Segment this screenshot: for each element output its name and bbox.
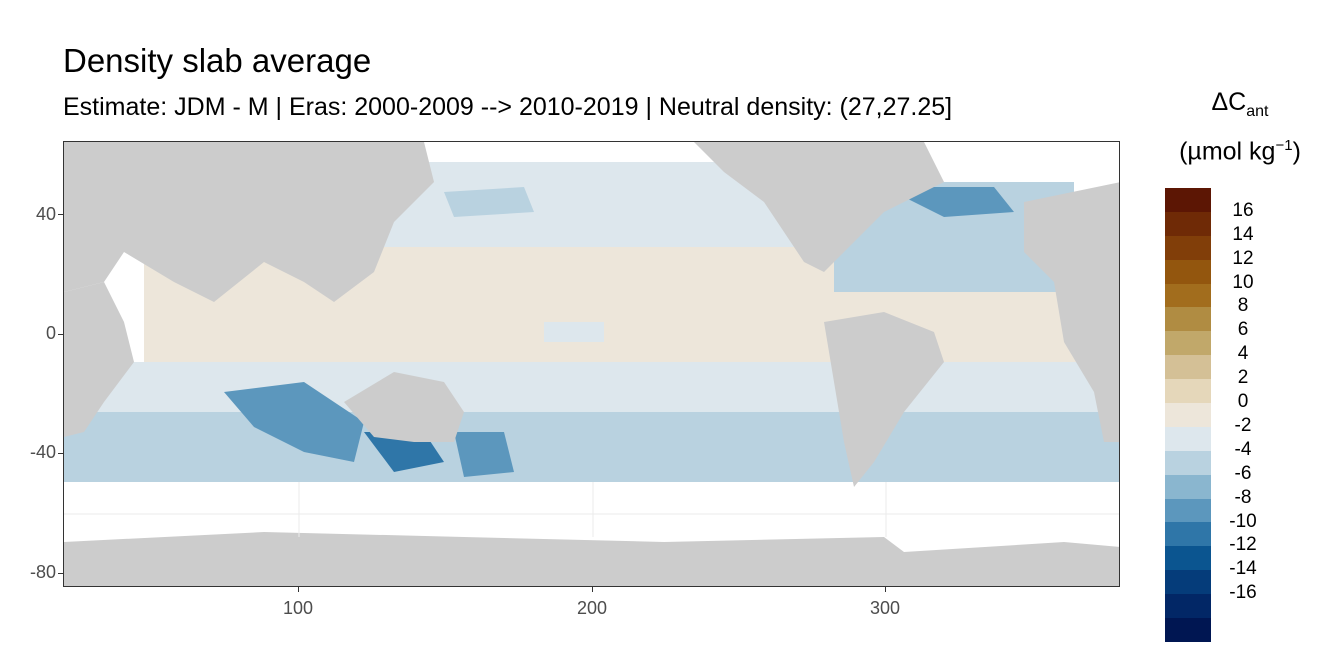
legend-swatch	[1165, 426, 1211, 451]
ocean-pacific-southwest-patch	[454, 432, 514, 477]
chart-title: Density slab average	[63, 42, 372, 79]
legend-label: -6	[1234, 462, 1252, 484]
legend-label: 16	[1232, 199, 1254, 221]
map-svg	[64, 142, 1119, 586]
legend-label: 6	[1237, 319, 1249, 341]
ocean-indian-negative-core	[224, 382, 364, 462]
legend-swatch	[1165, 355, 1211, 380]
legend-unit-sup: −1	[1275, 137, 1293, 154]
legend-swatch	[1165, 570, 1211, 595]
chart-subtitle: Estimate: JDM - M | Eras: 2000-2009 --> …	[63, 93, 953, 121]
land-masses	[64, 142, 1119, 586]
legend-label: 8	[1237, 295, 1249, 317]
legend-swatch	[1165, 403, 1211, 427]
legend-swatch	[1165, 188, 1211, 212]
legend-unit-open: (µmol kg	[1179, 137, 1276, 166]
legend-label: -14	[1229, 558, 1257, 580]
legend-label: -8	[1234, 486, 1252, 508]
legend-swatch	[1165, 474, 1211, 499]
legend-label: -4	[1234, 438, 1252, 460]
x-tick-mark-100	[298, 587, 299, 592]
legend-label: -10	[1229, 510, 1257, 532]
legend-swatch	[1165, 546, 1211, 571]
legend-swatch	[1165, 259, 1211, 284]
legend-swatch	[1165, 498, 1211, 523]
legend-label: 14	[1232, 223, 1254, 245]
y-tick-label-0: 0	[45, 323, 56, 343]
land-eurasia	[64, 142, 434, 302]
land-antarctica	[64, 532, 1119, 586]
land-africa	[64, 282, 134, 437]
y-tick-mark-minus40	[58, 453, 63, 454]
x-tick-mark-200	[592, 587, 593, 592]
legend-label: -16	[1229, 582, 1257, 604]
legend-swatch	[1165, 307, 1211, 332]
legend-swatch	[1165, 450, 1211, 475]
legend-label: 2	[1237, 367, 1249, 389]
y-tick-mark-0	[58, 334, 63, 335]
ocean-southern-deep	[64, 412, 1119, 482]
y-tick-label-40: 40	[35, 204, 56, 224]
map-panel	[63, 141, 1120, 587]
y-tick-label-minus40: -40	[29, 442, 56, 462]
legend-swatch	[1165, 522, 1211, 547]
legend-unit-close: )	[1292, 137, 1301, 166]
legend-colorbar	[1165, 188, 1211, 642]
ocean-north-pacific-patch	[444, 187, 534, 217]
legend-swatch	[1165, 594, 1211, 619]
legend-label: -2	[1234, 414, 1252, 436]
legend-unit: (µmol kg−1)	[1150, 137, 1330, 166]
ocean-field	[64, 162, 1119, 482]
legend-swatch	[1165, 331, 1211, 356]
legend-label: 12	[1232, 247, 1254, 269]
land-australia	[344, 372, 464, 442]
y-tick-label-minus80: -80	[29, 562, 56, 582]
x-tick-mark-300	[885, 587, 886, 592]
x-tick-label-200: 200	[576, 598, 608, 618]
land-north-america	[694, 142, 944, 272]
x-tick-label-300: 300	[869, 598, 901, 618]
x-tick-label-100: 100	[282, 598, 314, 618]
legend-swatch	[1165, 618, 1211, 642]
ocean-pacific-central-patch	[544, 322, 604, 342]
legend-swatch	[1165, 211, 1211, 236]
legend-label: -12	[1229, 534, 1257, 556]
y-tick-mark-40	[58, 214, 63, 215]
legend-swatch	[1165, 283, 1211, 308]
legend-title-main: ΔC	[1211, 88, 1247, 116]
legend-title: ΔCant	[1150, 88, 1330, 121]
legend-title-sub: ant	[1246, 103, 1269, 120]
legend-swatch	[1165, 235, 1211, 260]
land-south-america	[824, 312, 944, 487]
legend-label: 4	[1237, 343, 1249, 365]
y-tick-mark-minus80	[58, 573, 63, 574]
legend-label: 10	[1232, 271, 1254, 293]
legend-swatch	[1165, 379, 1211, 404]
graticule	[64, 482, 1119, 537]
land-europe-africa-east	[1024, 182, 1119, 442]
legend-label: 0	[1237, 391, 1249, 413]
